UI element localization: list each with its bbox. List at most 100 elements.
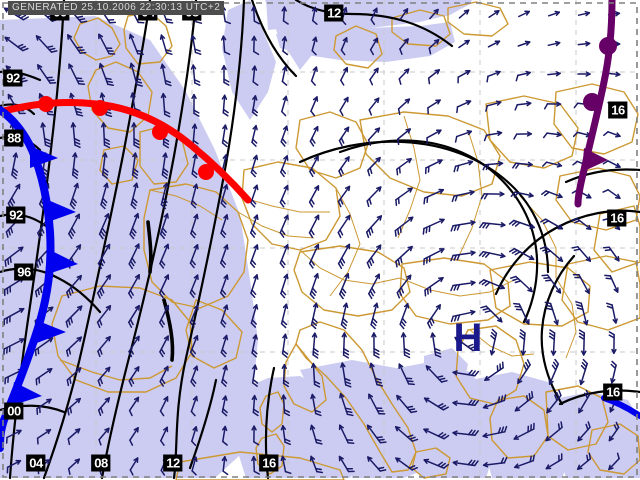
wind-barb xyxy=(69,182,79,210)
wind-barb xyxy=(251,95,259,117)
wind-barb xyxy=(484,361,504,381)
wind-barb xyxy=(368,393,386,415)
wind-barb xyxy=(249,244,259,268)
wind-barb xyxy=(37,64,57,84)
wind-barb xyxy=(547,10,561,17)
wind-barb xyxy=(515,70,531,82)
wind-barb xyxy=(98,33,116,55)
wind-barb xyxy=(160,63,172,87)
wind-barb xyxy=(128,243,140,270)
wind-barb xyxy=(398,363,415,386)
wind-barb xyxy=(280,125,289,147)
wind-barb xyxy=(540,218,564,230)
wind-barb xyxy=(280,455,292,475)
wind-barb xyxy=(190,64,201,86)
warm-front xyxy=(0,96,252,204)
wind-barb xyxy=(545,453,563,470)
wind-barb xyxy=(482,394,507,409)
wind-barb xyxy=(67,397,81,416)
wind-barb xyxy=(577,10,591,17)
wind-barb xyxy=(337,214,351,239)
wind-barb xyxy=(66,274,82,299)
wind-barb xyxy=(66,367,82,387)
wind-barb xyxy=(310,66,318,86)
isobar-label: 16 xyxy=(607,209,627,227)
wind-barb xyxy=(281,363,290,388)
high-pressure-symbol: H xyxy=(453,316,483,360)
wind-barb xyxy=(453,160,474,173)
wind-barb xyxy=(397,128,411,146)
wind-barb xyxy=(100,182,109,210)
wind-barb xyxy=(478,250,506,259)
wind-barb xyxy=(548,329,557,356)
wind-barb xyxy=(159,274,170,299)
wind-barb xyxy=(220,244,229,268)
wind-barb xyxy=(251,425,260,446)
wind-barb xyxy=(338,156,350,177)
wind-barb xyxy=(67,34,87,54)
wind-barb xyxy=(308,214,320,239)
wind-barb xyxy=(542,131,562,139)
wind-barb xyxy=(429,8,439,20)
wind-barb xyxy=(365,215,383,239)
wind-barb xyxy=(450,309,476,323)
wind-barb xyxy=(190,213,199,239)
wind-barb xyxy=(68,63,86,85)
wind-barb xyxy=(311,332,319,359)
wind-barb xyxy=(369,67,379,86)
wind-barb xyxy=(70,122,81,149)
wind-barb xyxy=(513,302,530,325)
wind-barb xyxy=(251,65,259,86)
wind-barb xyxy=(279,184,289,208)
wind-barb xyxy=(367,156,381,177)
wind-barb xyxy=(480,191,505,200)
wind-barb xyxy=(129,212,140,240)
wind-barb xyxy=(68,213,80,240)
wind-barb xyxy=(602,160,621,168)
wind-barb xyxy=(579,358,588,386)
wind-barb xyxy=(98,213,110,240)
wind-barb xyxy=(366,186,382,208)
wind-barb xyxy=(250,214,259,238)
wind-barb xyxy=(483,130,503,142)
wind-barb xyxy=(396,274,412,299)
wind-barb xyxy=(189,304,199,328)
wind-barb xyxy=(399,38,409,55)
wind-barb xyxy=(190,183,199,209)
wind-barb xyxy=(309,155,319,178)
wind-barb xyxy=(128,366,140,387)
wind-barb xyxy=(281,6,289,25)
wind-barb xyxy=(221,364,228,387)
wind-barb xyxy=(509,275,533,293)
isobar-label: 00 xyxy=(4,402,24,420)
wind-barb xyxy=(3,307,25,326)
isobar-label: 16 xyxy=(608,101,628,119)
wind-barb xyxy=(488,10,500,18)
isobar-label: 08 xyxy=(91,454,111,472)
wind-barb xyxy=(129,427,139,446)
wind-barb xyxy=(338,455,355,473)
wind-barb xyxy=(251,334,258,358)
wind-barb xyxy=(454,336,479,352)
wind-barb xyxy=(189,244,199,269)
wind-barb xyxy=(397,98,411,116)
wind-barb xyxy=(480,305,503,323)
wind-barb xyxy=(367,127,381,146)
isobar-label: 12 xyxy=(163,454,183,472)
wind-barb xyxy=(101,152,109,179)
wind-barb xyxy=(517,359,531,384)
wind-barb xyxy=(160,182,169,210)
cold-front xyxy=(0,106,78,452)
wind-barb xyxy=(308,243,320,269)
wind-barb xyxy=(36,398,52,415)
wind-barb xyxy=(545,421,563,442)
wind-barb xyxy=(128,33,144,56)
wind-barb xyxy=(340,37,348,56)
wind-barb xyxy=(578,329,587,356)
wind-barb xyxy=(67,428,81,446)
wind-barb xyxy=(519,329,527,356)
wind-barb xyxy=(427,99,441,115)
wind-barb xyxy=(604,274,619,293)
occluded-front-symbols xyxy=(582,37,617,172)
